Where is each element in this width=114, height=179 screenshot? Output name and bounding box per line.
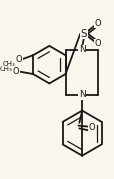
Text: CH₃: CH₃ (0, 66, 12, 72)
Text: O: O (87, 123, 94, 132)
Text: N: N (78, 90, 85, 99)
Text: S: S (80, 29, 87, 39)
Text: O: O (13, 67, 19, 76)
Text: O: O (94, 19, 101, 28)
Text: N: N (78, 45, 85, 54)
Text: O: O (94, 40, 101, 49)
Text: CH₃: CH₃ (2, 61, 15, 67)
Text: O: O (16, 55, 22, 64)
